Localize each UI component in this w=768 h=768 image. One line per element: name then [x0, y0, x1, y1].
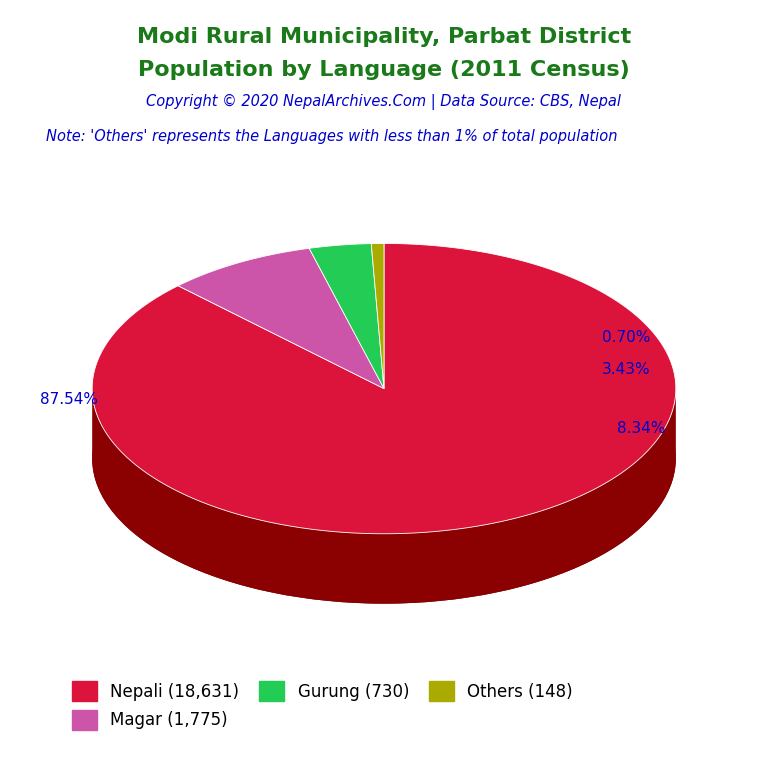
Text: Population by Language (2011 Census): Population by Language (2011 Census) [138, 60, 630, 80]
Polygon shape [310, 243, 384, 389]
Text: Copyright © 2020 NepalArchives.Com | Data Source: CBS, Nepal: Copyright © 2020 NepalArchives.Com | Dat… [147, 94, 621, 110]
Text: Modi Rural Municipality, Parbat District: Modi Rural Municipality, Parbat District [137, 27, 631, 47]
Polygon shape [92, 243, 676, 534]
Polygon shape [178, 248, 384, 389]
Text: Note: 'Others' represents the Languages with less than 1% of total population: Note: 'Others' represents the Languages … [46, 129, 617, 144]
Legend: Nepali (18,631), Magar (1,775), Gurung (730), Others (148): Nepali (18,631), Magar (1,775), Gurung (… [65, 674, 580, 737]
Text: 3.43%: 3.43% [601, 362, 650, 377]
Polygon shape [92, 389, 676, 604]
Text: 8.34%: 8.34% [617, 422, 666, 436]
Text: 0.70%: 0.70% [602, 330, 650, 345]
Ellipse shape [92, 313, 676, 604]
Text: 87.54%: 87.54% [40, 392, 98, 407]
Polygon shape [371, 243, 384, 389]
